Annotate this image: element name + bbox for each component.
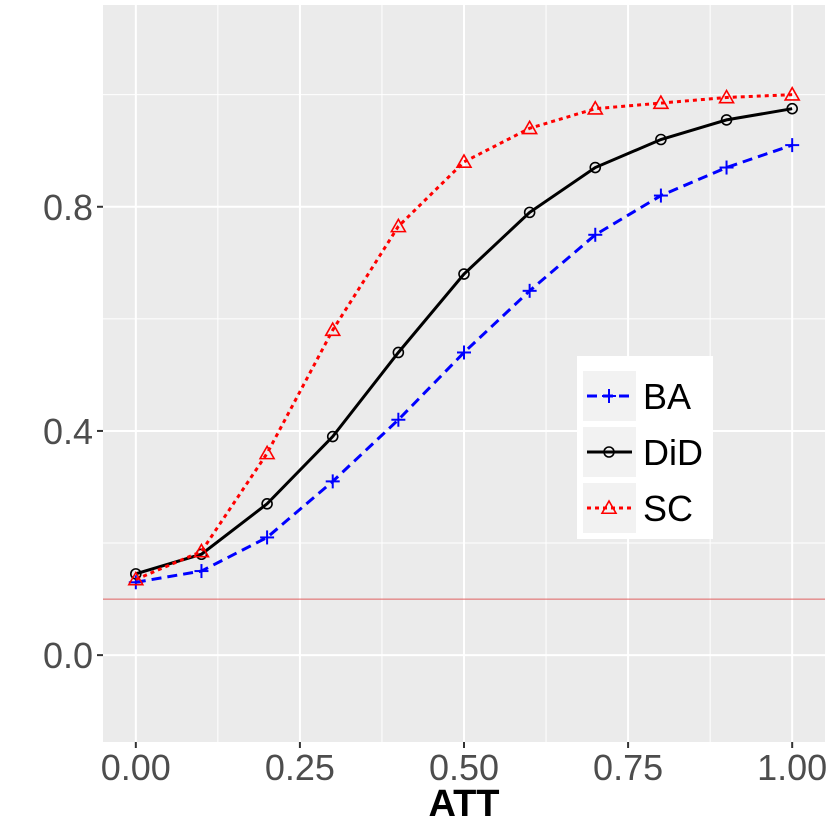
point-marker-triangle — [521, 119, 539, 135]
point-marker-circle — [603, 446, 615, 458]
series-sc — [127, 86, 801, 586]
point-marker-plus — [719, 160, 734, 175]
point-marker-triangle — [324, 321, 342, 337]
point-marker-plus — [391, 412, 406, 427]
point-marker-circle — [392, 346, 405, 359]
series-line-did — [135, 107, 793, 576]
series-layer — [127, 86, 801, 590]
point-marker-plus — [653, 188, 668, 203]
point-marker-circle — [589, 161, 602, 174]
point-marker-triangle — [718, 88, 735, 104]
point-marker-circle — [326, 430, 339, 443]
point-marker-triangle — [600, 499, 618, 515]
x-axis: 0.00 0.25 0.50 0.75 1.00 — [101, 742, 827, 788]
y-tick-label: 0.0 — [43, 635, 93, 676]
legend-label: SC — [643, 488, 693, 529]
x-tick-label: 0.25 — [265, 747, 335, 788]
legend-item-ba: BA — [583, 371, 691, 421]
point-marker-circle — [786, 102, 798, 115]
point-marker-triangle — [783, 86, 801, 101]
point-marker-triangle — [455, 153, 473, 168]
series-did — [130, 102, 798, 580]
point-marker-triangle — [193, 542, 210, 558]
legend-label: BA — [643, 376, 691, 417]
x-tick-label: 0.00 — [101, 747, 171, 788]
point-marker-triangle — [389, 217, 407, 233]
point-marker-plus — [602, 389, 616, 403]
y-tick-label: 0.8 — [43, 187, 93, 228]
point-marker-triangle — [258, 444, 276, 460]
point-marker-plus — [325, 474, 340, 489]
point-marker-plus — [457, 345, 471, 360]
y-axis: 0.0 0.4 0.8 — [43, 187, 103, 676]
series-ba — [128, 138, 800, 590]
point-marker-triangle — [586, 100, 604, 115]
point-marker-circle — [458, 268, 470, 280]
point-marker-circle — [523, 206, 536, 219]
x-axis-title: ATT — [428, 783, 499, 825]
y-tick-label: 0.4 — [43, 411, 93, 452]
point-marker-plus — [260, 530, 275, 545]
x-tick-label: 1.00 — [757, 747, 827, 788]
point-marker-plus — [588, 227, 603, 242]
point-marker-circle — [655, 133, 667, 146]
point-marker-plus — [194, 564, 209, 579]
x-tick-label: 0.50 — [429, 747, 499, 788]
point-marker-plus — [128, 575, 143, 590]
series-line-ba — [135, 143, 793, 584]
point-marker-plus — [785, 138, 800, 153]
point-marker-plus — [522, 283, 537, 298]
point-marker-triangle — [652, 94, 670, 110]
legend-items: BA DiD SC — [583, 371, 703, 533]
x-tick-label: 0.75 — [593, 747, 663, 788]
legend-item-sc: SC — [583, 483, 693, 533]
legend-item-did: DiD — [583, 427, 703, 477]
point-marker-circle — [261, 498, 273, 510]
point-marker-circle — [720, 114, 733, 126]
legend: BA DiD SC — [577, 356, 713, 539]
point-marker-triangle — [127, 570, 145, 586]
legend-label: DiD — [643, 432, 703, 473]
